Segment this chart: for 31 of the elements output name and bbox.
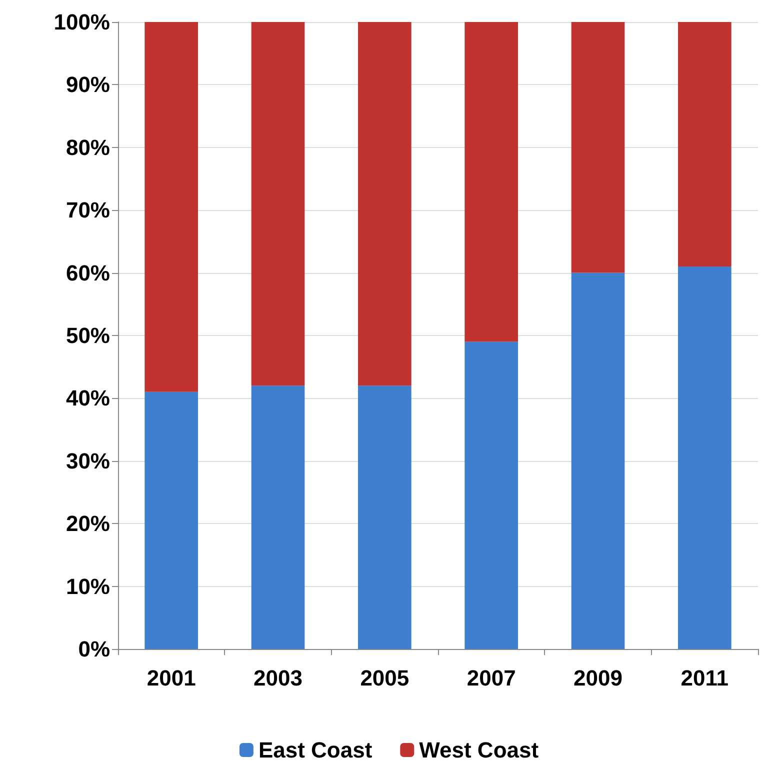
- legend-label: East Coast: [258, 738, 373, 762]
- x-tick-label: 2003: [254, 666, 302, 690]
- bar: [144, 22, 198, 392]
- bar: [358, 22, 412, 386]
- bar: [358, 386, 412, 649]
- y-tick-label: 40%: [66, 386, 110, 411]
- bar: [144, 392, 198, 649]
- y-tick-label: 60%: [66, 260, 110, 286]
- legend-label: West Coast: [419, 738, 540, 762]
- y-tick-label: 10%: [66, 574, 110, 599]
- x-tick-label: 2011: [680, 666, 729, 690]
- x-tick-label: 2005: [360, 666, 410, 690]
- y-tick-label: 80%: [66, 134, 110, 160]
- y-tick-label: 100%: [54, 10, 110, 34]
- y-tick-label: 50%: [66, 323, 110, 348]
- bar: [464, 342, 518, 649]
- y-tick-label: 90%: [66, 72, 110, 98]
- y-tick-label: 0%: [78, 636, 110, 662]
- bar: [678, 22, 732, 267]
- x-tick-label: 2007: [466, 666, 516, 690]
- bar: [464, 22, 518, 342]
- bar: [251, 386, 305, 649]
- x-tick-label: 2001: [146, 666, 196, 690]
- bar: [571, 22, 625, 273]
- bar: [678, 266, 732, 649]
- bar: [571, 272, 625, 649]
- y-tick-label: 70%: [66, 198, 110, 223]
- x-tick-label: 2009: [574, 666, 622, 690]
- bar: [251, 22, 305, 386]
- y-tick-label: 20%: [66, 511, 110, 536]
- y-tick-label: 30%: [66, 448, 110, 474]
